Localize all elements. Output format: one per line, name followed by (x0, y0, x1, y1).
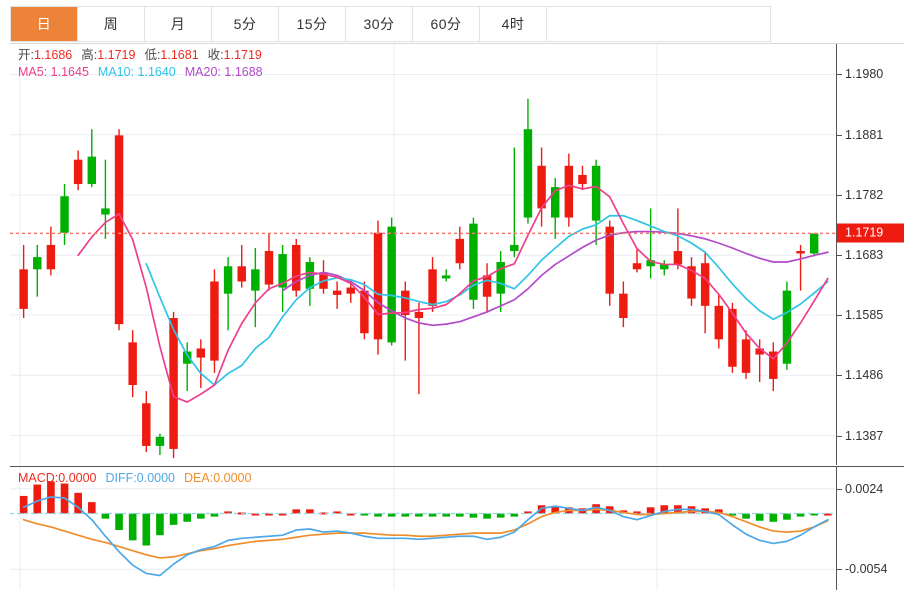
macd-pane: MACD:0.0000 DIFF:0.0000 DEA:0.0000 0.0024-… (10, 466, 904, 590)
tab-60min-label: 60分 (430, 16, 462, 32)
price-tick-label: 1.1980 (845, 67, 884, 82)
macd-canvas (10, 467, 836, 590)
toolbar-filler (547, 7, 771, 41)
axis-tick-mark (837, 569, 842, 571)
tab-month-label: 月 (170, 16, 186, 32)
tab-30min-label: 30分 (363, 16, 395, 32)
price-tick-label: 1.1782 (845, 188, 884, 203)
price-tick-label: 1.1585 (845, 307, 884, 322)
macd-axis: 0.0024 -0.0054 (836, 467, 904, 590)
price-canvas (10, 44, 836, 465)
tab-week-label: 周 (103, 16, 119, 32)
tab-5min-label: 5分 (233, 16, 257, 32)
macd-tick-label: -0.0054 (845, 562, 888, 577)
tab-month[interactable]: 月 (145, 7, 212, 41)
axis-tick-mark (837, 488, 842, 490)
axis-tick-mark (837, 375, 842, 377)
timeframe-toolbar: 日 周 月 5分 15分 30分 60分 4时 (10, 6, 771, 42)
price-tick-label: 1.1881 (845, 127, 884, 142)
tab-day[interactable]: 日 (11, 7, 78, 41)
tab-day-label: 日 (36, 16, 52, 32)
current-price-badge: 1.1719 (837, 223, 904, 243)
tab-4hour-label: 4时 (501, 16, 525, 32)
price-axis: 1.1980 1.1881 1.1782 1.1719 1.1683 1.1585 1.14… (836, 44, 904, 465)
macd-plot-area[interactable] (10, 467, 836, 590)
tab-5min[interactable]: 5分 (212, 7, 279, 41)
axis-tick-mark (837, 134, 842, 136)
price-tick-label: 1.1683 (845, 248, 884, 263)
macd-tick-label: 0.0024 (845, 481, 884, 496)
chart-frame: 开:1.1686 高:1.1719 低:1.1681 收:1.1719 MA5: 1.… (10, 43, 904, 590)
tab-30min[interactable]: 30分 (346, 7, 413, 41)
tab-60min[interactable]: 60分 (413, 7, 480, 41)
price-plot-area[interactable] (10, 44, 836, 465)
price-pane: 开:1.1686 高:1.1719 低:1.1681 收:1.1719 MA5: 1.… (10, 43, 904, 465)
axis-tick-mark (837, 435, 842, 437)
tab-week[interactable]: 周 (78, 7, 145, 41)
tab-15min-label: 15分 (296, 16, 328, 32)
price-tick-label: 1.1387 (845, 428, 884, 443)
axis-tick-mark (837, 195, 842, 197)
axis-tick-mark (837, 314, 842, 316)
tab-15min[interactable]: 15分 (279, 7, 346, 41)
tab-4hour[interactable]: 4时 (480, 7, 547, 41)
axis-tick-mark (837, 74, 842, 76)
axis-tick-mark (837, 255, 842, 257)
price-tick-label: 1.1486 (845, 368, 884, 383)
